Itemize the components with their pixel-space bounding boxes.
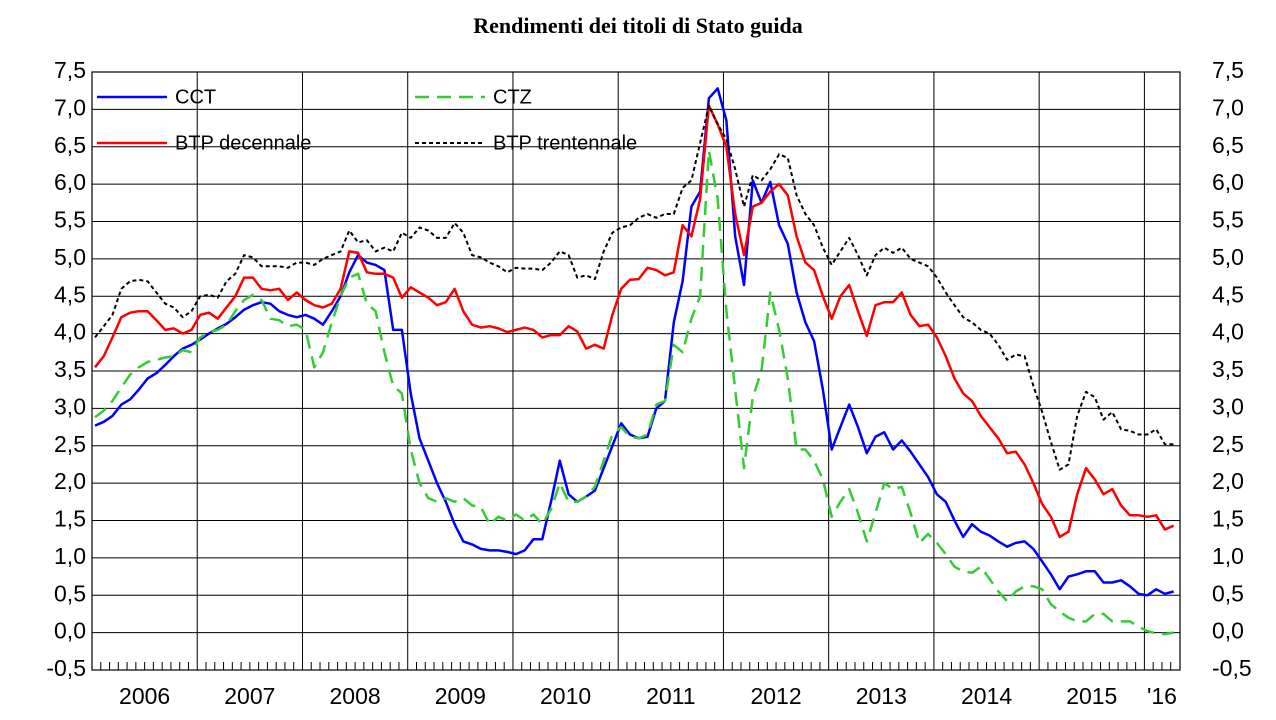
series-line [94, 87, 1175, 597]
x-tick-label: 2013 [856, 683, 907, 709]
x-tick-label: 2015 [1066, 683, 1117, 709]
x-tick-label: 2009 [435, 683, 486, 709]
y2-tick-label: 6,0 [1212, 169, 1244, 195]
y2-tick-label: 6,5 [1212, 132, 1244, 158]
series-line [94, 104, 1174, 471]
y2-tick-label: 5,5 [1212, 207, 1244, 233]
legend-label: BTP decennale [175, 132, 311, 154]
x-tick-label: 2008 [330, 683, 381, 709]
y2-tick-label: -0,5 [1212, 655, 1252, 681]
y2-tick-label: 4,5 [1212, 281, 1244, 307]
x-tick-label: 2006 [119, 683, 170, 709]
y-tick-label: 2,0 [54, 468, 86, 494]
y2-tick-label: 2,0 [1212, 468, 1244, 494]
series-line [94, 104, 1175, 539]
y2-tick-label: 3,0 [1212, 393, 1244, 419]
x-tick-label: 2012 [750, 683, 801, 709]
y2-tick-label: 1,5 [1212, 506, 1244, 532]
y-tick-label: 3,5 [54, 356, 86, 382]
y-tick-label: 6,0 [54, 169, 86, 195]
y2-tick-label: 1,0 [1212, 543, 1244, 569]
y-tick-label: 0,0 [54, 618, 86, 644]
y2-tick-label: 4,0 [1212, 319, 1244, 345]
y-tick-label: 6,5 [54, 132, 86, 158]
y-tick-label: 5,5 [54, 207, 86, 233]
y-tick-label: 1,5 [54, 506, 86, 532]
y-tick-label: 7,5 [54, 57, 86, 83]
legend-label: CTZ [493, 86, 532, 108]
series-line [94, 149, 1174, 636]
x-tick-label: 2011 [646, 683, 695, 709]
y-tick-label: 4,5 [54, 281, 86, 307]
y-tick-label: 1,0 [54, 543, 86, 569]
chart-title: Rendimenti dei titoli di Stato guida [473, 13, 802, 38]
x-tick-label: 2010 [540, 683, 591, 709]
x-tick-label: 2014 [961, 683, 1012, 709]
y2-tick-label: 7,5 [1212, 57, 1244, 83]
x-tick-label: 2007 [224, 683, 275, 709]
y2-tick-label: 0,0 [1212, 618, 1244, 644]
y2-tick-label: 2,5 [1212, 431, 1244, 457]
y2-tick-label: 0,5 [1212, 580, 1244, 606]
x-tick-label: '16 [1147, 683, 1177, 709]
legend-label: CCT [175, 86, 216, 108]
y-tick-label: 4,0 [54, 319, 86, 345]
y-tick-label: -0,5 [46, 655, 86, 681]
y-tick-label: 2,5 [54, 431, 86, 457]
y2-tick-label: 3,5 [1212, 356, 1244, 382]
legend-label: BTP trentennale [493, 132, 637, 154]
y-tick-label: 7,0 [54, 94, 86, 120]
y2-tick-label: 5,0 [1212, 244, 1244, 270]
y2-tick-label: 7,0 [1212, 94, 1244, 120]
y-tick-label: 0,5 [54, 580, 86, 606]
plot-frame [91, 71, 1181, 671]
y-tick-label: 3,0 [54, 393, 86, 419]
y-tick-label: 5,0 [54, 244, 86, 270]
